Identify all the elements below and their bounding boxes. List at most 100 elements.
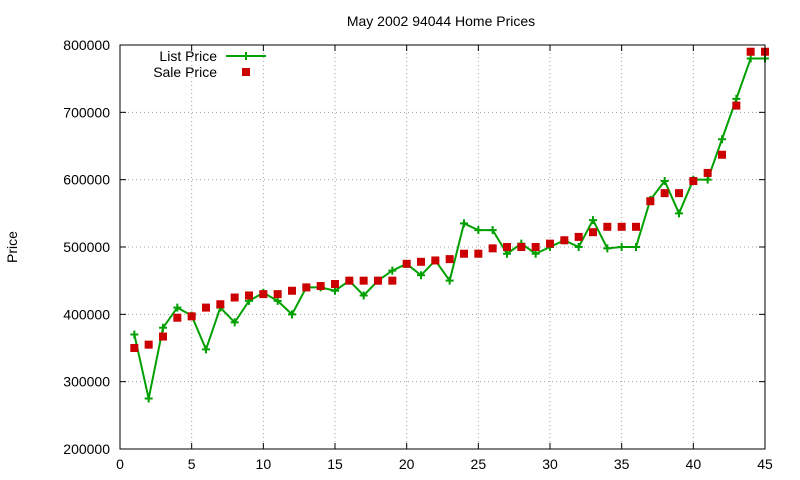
- list-price-point: [460, 219, 468, 228]
- sale-price-point: [288, 286, 296, 295]
- sale-price-point: [273, 290, 282, 299]
- list-price-point: [617, 243, 626, 251]
- sale-price-point: [503, 243, 511, 251]
- series-list-price: [130, 54, 769, 403]
- legend-marker: [242, 52, 250, 60]
- list-price-point: [574, 243, 583, 251]
- sale-price-point: [388, 276, 397, 285]
- x-tick-label: 0: [116, 456, 124, 472]
- sale-price-point: [159, 332, 167, 341]
- y-tick-label: 500000: [63, 239, 110, 255]
- x-tick-label: 45: [757, 456, 773, 472]
- list-price-point: [230, 318, 239, 327]
- axis-ticks: 0 5 10 15 20 25 30 35 40 45 200000 300000 400000 5000…: [63, 37, 773, 472]
- list-price-point: [474, 226, 483, 235]
- sale-price-point: [316, 282, 325, 291]
- series-line: [133, 57, 765, 399]
- sale-price-point: [345, 276, 354, 285]
- list-price-point: [388, 266, 397, 275]
- sale-price-point: [718, 150, 726, 159]
- sale-price-point: [173, 313, 182, 322]
- sale-price-point: [703, 168, 712, 177]
- legend-item: List Price: [159, 48, 266, 64]
- list-price-point: [732, 94, 741, 103]
- x-tick-label: 5: [188, 456, 196, 472]
- series-layer: [130, 47, 769, 403]
- legend-item: Sale Price: [153, 64, 250, 80]
- sale-price-point: [445, 255, 454, 264]
- sale-price-point: [259, 290, 268, 299]
- grid: [120, 45, 765, 449]
- x-tick-label: 15: [327, 456, 343, 472]
- y-tick-label: 400000: [63, 306, 110, 322]
- legend-label: List Price: [159, 48, 217, 64]
- sale-price-point: [632, 222, 640, 231]
- sale-price-point: [531, 243, 540, 251]
- sale-price-point: [460, 249, 468, 258]
- sale-price-point: [546, 239, 554, 248]
- list-price-point: [531, 249, 540, 258]
- sale-price-point: [660, 189, 669, 198]
- sale-price-point: [675, 189, 683, 198]
- sale-price-point: [517, 243, 526, 251]
- x-tick-label: 25: [471, 456, 487, 472]
- list-price-point: [660, 177, 669, 186]
- sale-price-point: [617, 222, 626, 231]
- list-price-point: [632, 243, 640, 251]
- sale-price-point: [417, 257, 425, 266]
- sale-price-point: [216, 300, 225, 309]
- list-price-point: [445, 276, 454, 285]
- y-tick-label: 300000: [63, 374, 110, 390]
- sale-price-point: [589, 228, 597, 237]
- x-tick-label: 10: [256, 456, 272, 472]
- list-price-point: [173, 303, 182, 312]
- sale-price-point: [474, 249, 483, 258]
- sale-price-point: [187, 312, 196, 321]
- sale-price-point: [374, 276, 382, 285]
- sale-price-point: [402, 259, 411, 268]
- y-tick-label: 600000: [63, 172, 110, 188]
- sale-price-point: [202, 303, 210, 312]
- sale-price-point: [331, 280, 339, 289]
- x-tick-label: 35: [614, 456, 630, 472]
- sale-price-point: [230, 293, 239, 302]
- sale-price-point: [689, 177, 698, 186]
- y-axis-label: Price: [4, 231, 20, 263]
- sale-price-point: [431, 256, 440, 265]
- plot-frame: [119, 44, 766, 450]
- list-price-point: [746, 54, 755, 63]
- chart-title: May 2002 94044 Home Prices: [347, 13, 535, 29]
- list-price-point: [331, 286, 339, 295]
- list-price-point: [130, 330, 139, 339]
- y-tick-label: 700000: [63, 104, 110, 120]
- list-price-point: [359, 291, 368, 300]
- y-tick-label: 800000: [63, 37, 110, 53]
- list-price-point: [718, 135, 726, 144]
- list-price-point: [288, 310, 296, 319]
- list-price-point: [675, 209, 683, 218]
- list-price-point: [417, 271, 425, 280]
- list-price-point: [159, 323, 167, 332]
- sale-price-point: [603, 222, 612, 231]
- list-price-point: [488, 226, 497, 235]
- list-price-point: [503, 249, 511, 258]
- x-tick-label: 40: [686, 456, 702, 472]
- list-price-point: [273, 296, 282, 305]
- sale-price-point: [130, 344, 139, 352]
- sale-price-point: [732, 101, 741, 110]
- x-tick-label: 30: [542, 456, 558, 472]
- list-price-point: [202, 345, 210, 354]
- sale-price-point: [488, 244, 497, 253]
- list-price-point: [603, 244, 612, 253]
- sale-price-point: [574, 232, 583, 241]
- list-price-point: [703, 175, 712, 184]
- sale-price-point: [746, 47, 755, 56]
- y-tick-label: 200000: [63, 441, 110, 457]
- sale-price-point: [144, 340, 153, 349]
- legend-label: Sale Price: [153, 64, 217, 80]
- sale-price-point: [245, 291, 253, 300]
- list-price-point: [144, 394, 153, 403]
